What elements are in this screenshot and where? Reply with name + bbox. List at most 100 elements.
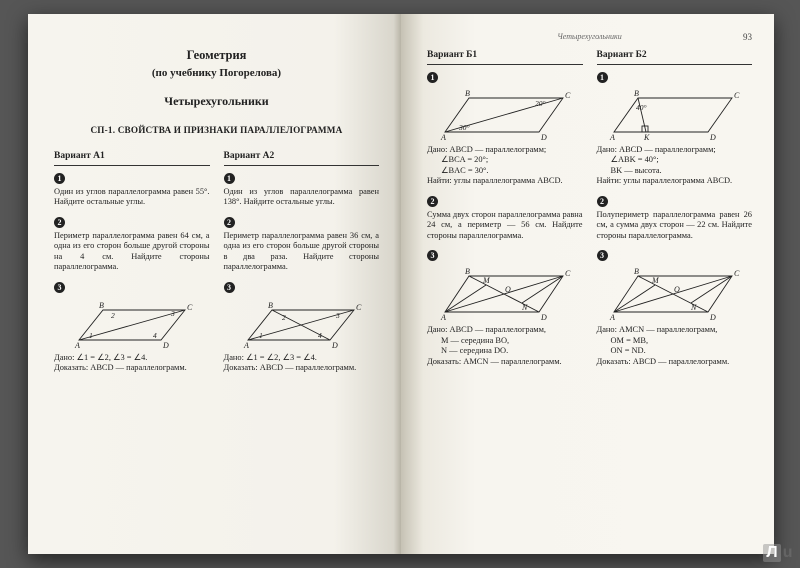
svg-text:A: A [440,313,446,322]
svg-text:4: 4 [318,331,322,340]
b1-p1-find: Найти: углы параллелограм­ма ABCD. [427,176,583,187]
b1-p1-given-c: ∠BAC = 30°. [427,166,583,177]
chapter-title: Четырехугольники [54,94,379,109]
b1-p2-text: Сумма двух сторон парал­лелограмма равна… [427,210,583,240]
a2-p3-given: Дано: ∠1 = ∠2, ∠3 = ∠4. [224,353,380,364]
svg-text:A: A [440,133,446,142]
a2-prob1: 1 Один из углов параллело­грамма равен 1… [224,173,380,208]
b1-p3-given-b: M — середина BO, [427,336,583,347]
left-columns: Вариант А1 1 Один из углов параллело­гра… [54,151,379,383]
svg-text:D: D [709,133,716,142]
watermark: Лu [763,544,792,562]
b2-p1-given-c: BK — высота. [597,166,753,177]
svg-text:A: A [609,133,615,142]
page-number: 93 [743,32,752,43]
svg-text:C: C [187,303,193,312]
col-b1: Вариант Б1 1 AB CD 20° 30° [427,50,583,376]
b1-prob3: 3 AB CD MON [427,250,583,367]
a2-p2-text: Периметр параллелограмма равен 36 см, а … [224,231,380,272]
svg-text:O: O [505,285,511,294]
svg-text:3: 3 [170,309,175,318]
svg-text:C: C [734,269,740,278]
svg-text:B: B [465,267,470,276]
prob-number-icon: 3 [224,282,235,293]
b2-prob2: 2 Полупериметр параллело­грамма равен 26… [597,196,753,242]
prob-number-icon: 2 [427,196,438,207]
subtitle: (по учебнику Погорелова) [54,67,379,81]
prob-number-icon: 1 [54,173,65,184]
svg-text:B: B [268,301,273,310]
svg-text:K: K [643,133,650,142]
fig-a2: AB CD 12 34 [236,298,366,350]
a1-p2-text: Периметр параллелограмма равен 64 см, а … [54,231,210,272]
col-b2: Вариант Б2 1 AB CD K 40° [597,50,753,376]
b2-prob1: 1 AB CD K 40° Д [597,72,753,187]
watermark-text: u [783,544,792,561]
svg-text:B: B [99,301,104,310]
b1-p1-given-a: Дано: ABCD — параллело­грамм; [427,145,583,156]
b1-prob2: 2 Сумма двух сторон парал­лелограмма рав… [427,196,583,242]
col-a2: Вариант А2 1 Один из углов параллело­гра… [224,151,380,383]
b2-p1-find: Найти: углы параллелограм­ма ABCD. [597,176,753,187]
svg-text:N: N [521,303,528,312]
svg-text:D: D [540,133,547,142]
svg-text:3: 3 [335,311,340,320]
a2-p3-prove: Доказать: ABCD — паралле­лограмм. [224,363,380,374]
a2-prob2: 2 Периметр параллелограмма равен 36 см, … [224,217,380,273]
watermark-icon: Л [763,544,781,562]
right-columns: Вариант Б1 1 AB CD 20° 30° [427,50,752,376]
svg-text:B: B [634,89,639,98]
prob-number-icon: 2 [54,217,65,228]
a1-p1-text: Один из углов параллело­грамма равен 55°… [54,187,210,207]
svg-text:A: A [243,341,249,350]
a2-p1-text: Один из углов параллело­грамма равен 138… [224,187,380,207]
b2-p3-given-b: OM = MB, [597,336,753,347]
a1-prob2: 2 Периметр параллелограмма равен 64 см, … [54,217,210,273]
svg-text:D: D [709,313,716,322]
a1-prob1: 1 Один из углов параллело­грамма равен 5… [54,173,210,208]
variant-a1-head: Вариант А1 [54,151,210,166]
prob-number-icon: 3 [54,282,65,293]
b2-p3-given-a: Дано: AMCN — параллелог­рамм, [597,325,753,336]
svg-text:M: M [482,276,491,285]
b2-p1-given-b: ∠ABK = 40°; [597,155,753,166]
svg-text:M: M [651,276,660,285]
b1-p3-prove: Доказать: AMCN — паралле­лограмм. [427,357,583,368]
b1-p3-given-a: Дано: ABCD — параллелог­рамм, [427,325,583,336]
svg-text:1: 1 [259,331,263,340]
svg-text:N: N [690,303,697,312]
prob-number-icon: 1 [427,72,438,83]
prob-number-icon: 1 [597,72,608,83]
b1-prob1: 1 AB CD 20° 30° Дано: ABCD — п [427,72,583,187]
svg-text:C: C [356,303,362,312]
prob-number-icon: 1 [224,173,235,184]
svg-text:B: B [465,89,470,98]
prob-number-icon: 3 [427,250,438,261]
b2-prob3: 3 A B C D M O N [597,250,753,367]
fig-b2-1: AB CD K 40° [604,88,744,142]
b2-p3-prove: Доказать: ABCD — паралле­лограмм. [597,357,753,368]
svg-text:B: B [634,267,639,276]
svg-text:2: 2 [111,311,115,320]
b1-p1-given-b: ∠BCA = 20°; [427,155,583,166]
a2-prob3: 3 AB CD 12 34 Д [224,282,380,374]
prob-number-icon: 2 [224,217,235,228]
fig-b2-3: A B C D M O N [604,266,744,322]
svg-text:20°: 20° [535,99,546,108]
svg-text:C: C [565,91,571,100]
prob-number-icon: 3 [597,250,608,261]
fig-a1: AB CD 12 34 [67,298,197,350]
fig-b1-3: AB CD MON [435,266,575,322]
svg-text:O: O [674,285,680,294]
b2-p1-given-a: Дано: ABCD — параллело­грамм; [597,145,753,156]
page-left: Геометрия (по учебнику Погорелова) Четыр… [28,14,401,554]
svg-text:2: 2 [282,313,286,322]
running-head: Четырехугольники [427,32,752,42]
b2-p3-given-c: ON = ND. [597,346,753,357]
main-title: Геометрия [54,48,379,64]
svg-text:1: 1 [89,331,93,340]
section-title: СП-1. СВОЙСТВА И ПРИЗНАКИ ПАРАЛЛЕЛОГРАММ… [54,125,379,137]
svg-text:4: 4 [153,331,157,340]
svg-text:A: A [609,313,615,322]
a1-p3-prove: Доказать: ABCD — паралле­лограмм. [54,363,210,374]
